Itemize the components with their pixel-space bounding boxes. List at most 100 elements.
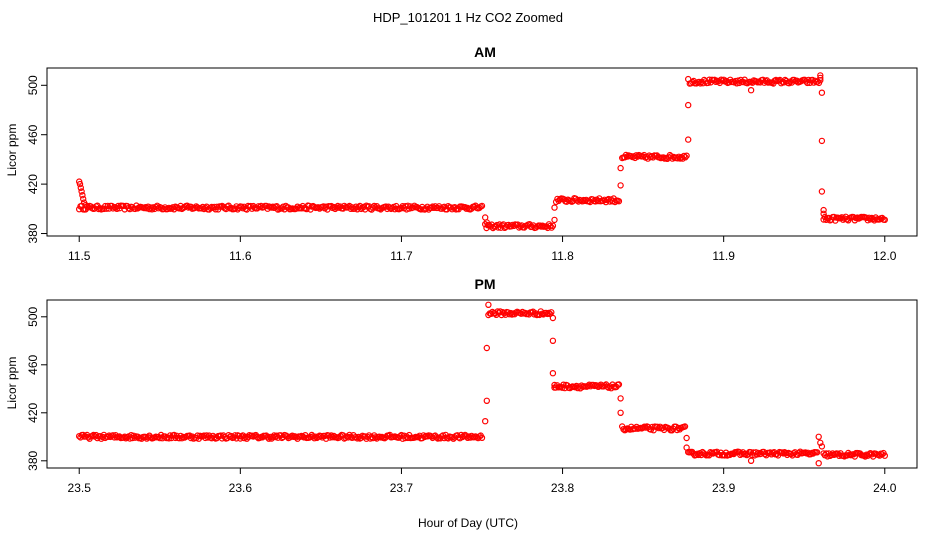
pm-x-tick-label: 23.8 <box>551 481 575 495</box>
am-point <box>363 202 370 209</box>
pm-x-tick-label: 23.7 <box>390 481 414 495</box>
am-point <box>77 184 85 191</box>
am-panel: AM Licor ppm 11.5 11.6 11.7 11.8 11.9 12.0 380… <box>5 44 918 263</box>
pm-x-tick-label: 23.9 <box>712 481 736 495</box>
am-point <box>682 154 689 161</box>
am-point <box>615 197 623 205</box>
pm-panel-title: PM <box>475 276 496 292</box>
am-x-tick-label: 12.0 <box>873 249 897 263</box>
pm-point <box>622 426 630 433</box>
am-point <box>785 79 793 87</box>
am-y-tick-label: 500 <box>26 75 40 95</box>
am-point <box>120 202 127 210</box>
am-point <box>617 164 624 172</box>
pm-point <box>754 451 761 458</box>
pm-point <box>681 423 689 430</box>
pm-point <box>546 310 554 318</box>
pm-x-tick-label: 23.6 <box>229 481 253 495</box>
am-point <box>549 222 557 229</box>
pm-y-tick-label: 460 <box>26 354 40 374</box>
am-point <box>96 204 104 212</box>
pm-point <box>617 409 624 416</box>
pm-point <box>815 433 822 440</box>
pm-y-axis-label: Licor ppm <box>5 357 19 410</box>
am-point <box>772 76 780 84</box>
am-point <box>269 203 276 210</box>
am-x-tick-label: 11.7 <box>390 249 413 263</box>
am-x-tick-label: 11.9 <box>712 249 735 263</box>
pm-point <box>642 424 649 431</box>
am-point <box>695 78 703 86</box>
am-point <box>747 86 755 94</box>
pm-point <box>818 443 826 450</box>
pm-point <box>747 457 755 464</box>
am-y-tick-label: 380 <box>26 223 40 243</box>
pm-point <box>655 424 663 432</box>
am-point <box>617 182 624 189</box>
am-point <box>79 191 86 199</box>
am-point <box>697 80 704 87</box>
am-point <box>820 210 827 217</box>
pm-point <box>813 449 821 456</box>
am-point <box>551 216 558 224</box>
am-point <box>347 205 354 212</box>
pm-point <box>881 452 889 459</box>
am-point <box>680 152 688 160</box>
am-x-tick-label: 11.6 <box>229 249 252 263</box>
pm-point <box>817 439 824 446</box>
pm-point <box>683 444 690 451</box>
pm-y-tick-label: 500 <box>26 306 40 326</box>
pm-point <box>551 384 558 391</box>
am-point <box>712 78 720 86</box>
pm-point <box>549 370 557 377</box>
pm-y-tick-label: 420 <box>26 402 40 422</box>
pm-point <box>549 337 557 344</box>
pm-point <box>604 383 611 390</box>
am-point <box>865 214 873 221</box>
am-point <box>818 137 826 145</box>
am-point <box>818 89 826 96</box>
x-axis-label: Hour of Day (UTC) <box>418 516 518 530</box>
pm-point <box>317 432 325 440</box>
pm-point <box>231 432 239 439</box>
pm-panel: PM Licor ppm 23.5 23.6 23.7 23.8 23.9 24.0 380… <box>5 276 918 495</box>
am-y-axis-label: Licor ppm <box>5 124 19 177</box>
pm-point <box>560 381 567 388</box>
am-point <box>78 188 85 195</box>
am-point <box>685 101 692 109</box>
am-point <box>82 201 89 209</box>
am-x-tick-label: 11.8 <box>551 249 574 263</box>
pm-y-tick-label: 380 <box>26 450 40 470</box>
am-y-tick-label: 460 <box>26 124 40 144</box>
pm-point <box>549 314 557 322</box>
pm-point <box>483 397 490 404</box>
am-point <box>478 202 486 210</box>
pm-point <box>354 435 361 442</box>
am-x-tick-label: 11.5 <box>68 249 91 263</box>
pm-point <box>683 434 690 442</box>
am-point <box>817 74 824 82</box>
am-point <box>79 195 87 203</box>
am-point <box>551 204 558 211</box>
am-point <box>820 206 827 214</box>
pm-data-points <box>75 301 889 467</box>
am-point <box>817 72 824 79</box>
am-point <box>704 79 712 87</box>
pm-point <box>482 418 489 425</box>
am-point <box>881 216 889 223</box>
am-panel-title: AM <box>474 44 496 60</box>
pm-point <box>615 381 623 388</box>
pm-point <box>483 344 490 352</box>
am-point <box>685 75 692 83</box>
am-point <box>239 204 247 212</box>
am-point <box>483 219 490 226</box>
pm-point <box>178 435 186 442</box>
am-point <box>867 216 874 223</box>
pm-point <box>448 434 456 441</box>
pm-x-tick-label: 24.0 <box>873 481 897 495</box>
pm-point <box>548 309 555 316</box>
pm-point <box>815 460 822 467</box>
am-data-points <box>75 72 889 232</box>
am-point <box>683 152 690 159</box>
